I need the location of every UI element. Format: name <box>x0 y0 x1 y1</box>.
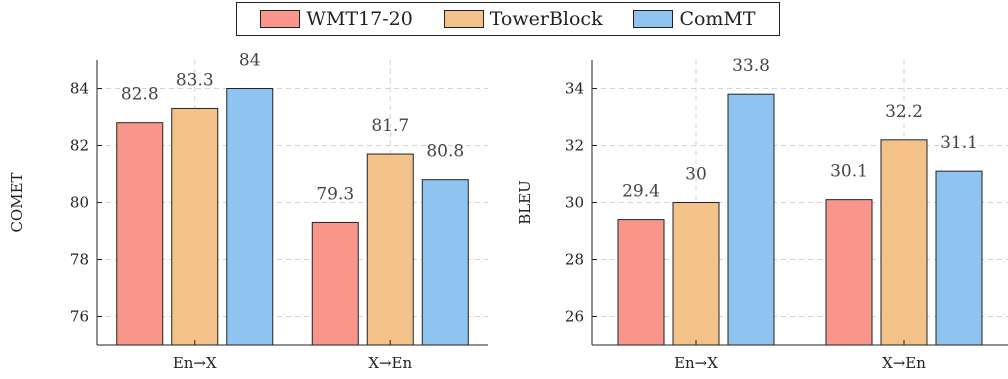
bar <box>311 221 359 346</box>
x-tick-label: X→En <box>368 354 412 372</box>
data-label: 82.8 <box>121 85 159 105</box>
y-tick-label: 34 <box>565 80 584 98</box>
data-label: 32.2 <box>885 102 923 122</box>
data-label: 81.7 <box>371 116 409 136</box>
bar <box>880 139 928 346</box>
bar <box>226 88 274 346</box>
bar <box>116 122 164 346</box>
bar <box>727 93 775 346</box>
data-label: 29.4 <box>622 182 660 202</box>
bar <box>421 179 469 346</box>
y-tick-label: 76 <box>70 308 89 326</box>
bar <box>171 107 219 346</box>
data-label: 80.8 <box>426 142 464 162</box>
y-tick-label: 82 <box>70 137 89 155</box>
bar <box>935 170 983 346</box>
data-label: 31.1 <box>940 133 978 153</box>
bar <box>825 199 873 346</box>
bar <box>617 219 665 346</box>
legend-item: TowerBlock <box>443 8 603 30</box>
y-axis-title: COMET <box>8 172 26 232</box>
legend: WMT17-20 TowerBlock ComMT <box>236 2 780 36</box>
legend-swatch <box>260 10 301 28</box>
data-label: 30.1 <box>830 162 868 182</box>
y-tick-label: 26 <box>565 308 584 326</box>
bar <box>366 153 414 346</box>
legend-item: ComMT <box>633 8 756 30</box>
y-tick-label: 32 <box>565 137 584 155</box>
data-label: 79.3 <box>316 184 354 204</box>
data-label: 30 <box>685 165 707 185</box>
legend-label: ComMT <box>679 8 756 30</box>
y-tick-label: 78 <box>70 251 89 269</box>
data-label: 84 <box>239 51 261 71</box>
legend-label: TowerBlock <box>489 8 603 30</box>
legend-swatch <box>443 10 484 28</box>
legend-swatch <box>633 10 674 28</box>
data-label: 33.8 <box>732 56 770 76</box>
legend-label: WMT17-20 <box>306 8 413 30</box>
bar <box>672 202 720 346</box>
y-tick-label: 28 <box>565 251 584 269</box>
x-tick-label: X→En <box>882 354 926 372</box>
x-tick-label: En→X <box>173 354 217 372</box>
legend-item: WMT17-20 <box>260 8 413 30</box>
data-label: 83.3 <box>176 70 214 90</box>
y-tick-label: 80 <box>70 194 89 212</box>
x-tick-label: En→X <box>674 354 718 372</box>
y-axis-title: BLEU <box>516 180 534 225</box>
y-tick-label: 30 <box>565 194 584 212</box>
y-tick-label: 84 <box>70 80 89 98</box>
